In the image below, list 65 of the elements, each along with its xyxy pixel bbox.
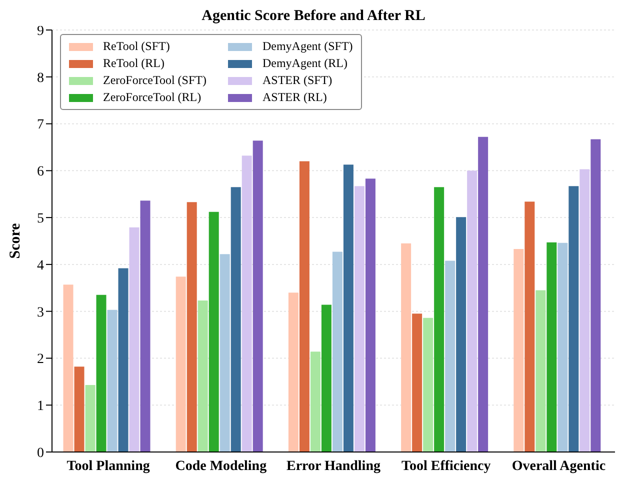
bar (354, 186, 364, 452)
bar (434, 187, 444, 452)
bar (343, 164, 354, 452)
bar (580, 169, 590, 452)
bar (186, 202, 197, 452)
bar (558, 242, 568, 452)
bar (321, 304, 332, 452)
bar (198, 300, 208, 452)
bar (467, 170, 478, 452)
bar (401, 243, 412, 452)
bar (332, 252, 342, 452)
x-tick-label: Error Handling (286, 458, 381, 474)
bar (288, 292, 298, 452)
y-tick-label: 3 (37, 305, 44, 320)
bar (129, 227, 140, 452)
y-tick-label: 2 (37, 352, 44, 368)
bar (74, 366, 84, 452)
bar (412, 314, 422, 452)
x-tick-label: Tool Efficiency (401, 458, 491, 474)
bar (514, 248, 524, 452)
bar (445, 260, 456, 452)
y-tick-label: 1 (37, 399, 44, 414)
bar (456, 217, 466, 452)
bar (107, 310, 118, 452)
bar (85, 384, 96, 452)
bar (208, 212, 219, 452)
legend-label: DemyAgent (SFT) (262, 39, 353, 54)
bar (242, 156, 252, 452)
legend-label: ZeroForceTool (RL) (103, 90, 202, 105)
bar (536, 290, 546, 452)
y-tick-label: 5 (37, 212, 44, 227)
legend-label: DemyAgent (RL) (262, 56, 348, 71)
bar (423, 318, 434, 452)
y-tick-label: 7 (37, 118, 44, 133)
bar (96, 294, 106, 452)
x-tick-label: Tool Planning (66, 458, 150, 474)
y-tick-label: 9 (37, 24, 44, 39)
bar (590, 139, 601, 452)
bar (176, 276, 186, 452)
x-tick-label: Overall Agentic (512, 458, 606, 474)
bar (63, 284, 74, 452)
y-axis-title: Score (7, 222, 24, 259)
y-tick-label: 0 (37, 446, 44, 461)
bar (365, 178, 376, 452)
bar (118, 268, 128, 452)
bar (230, 187, 241, 452)
legend-label: ReTool (RL) (103, 56, 164, 71)
bar (478, 136, 488, 452)
bar (310, 352, 320, 452)
x-tick-label: Code Modeling (175, 458, 267, 474)
legend-label: ZeroForceTool (SFT) (103, 73, 206, 88)
bar (220, 254, 230, 452)
bar (252, 140, 263, 452)
y-tick-label: 4 (37, 258, 44, 274)
bar (546, 242, 557, 452)
bar (299, 161, 310, 452)
y-tick-label: 6 (37, 164, 44, 180)
bar (568, 186, 579, 452)
chart-title: Agentic Score Before and After RL (202, 8, 426, 24)
bar (140, 200, 150, 452)
legend-label: ReTool (SFT) (103, 39, 170, 54)
y-tick-label: 8 (37, 70, 44, 86)
legend-label: ASTER (SFT) (262, 73, 332, 88)
bar (524, 202, 535, 452)
legend-label: ASTER (RL) (262, 90, 327, 105)
